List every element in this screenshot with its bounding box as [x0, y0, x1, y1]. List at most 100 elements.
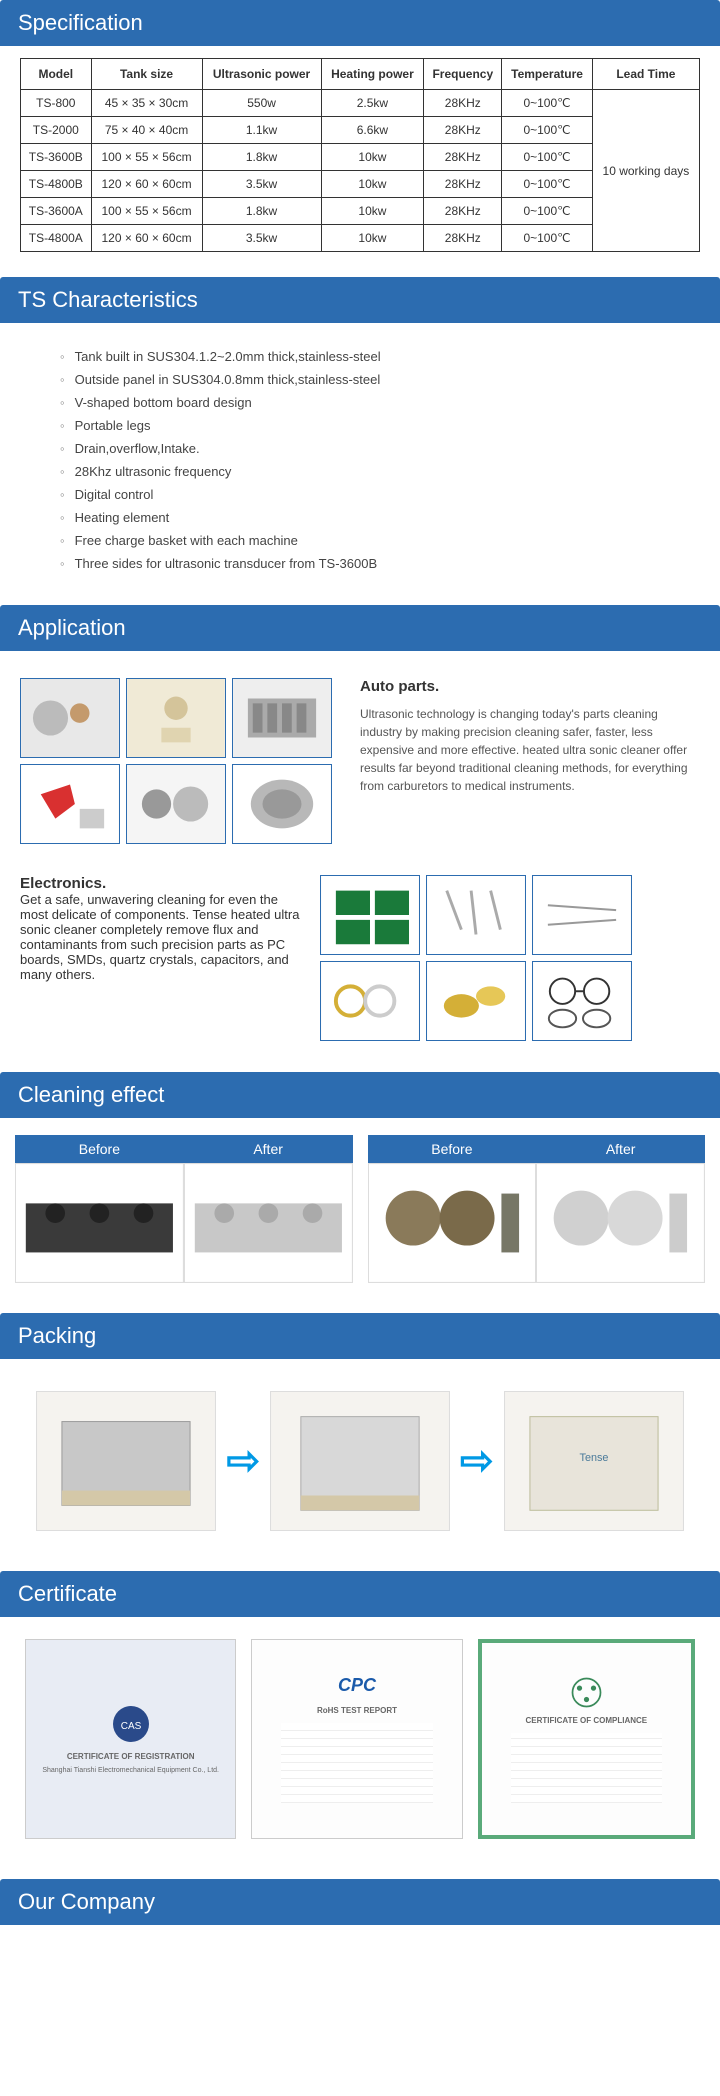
table-cell: 550w — [202, 90, 321, 117]
before-image-1 — [15, 1163, 184, 1283]
auto-image-4 — [20, 764, 120, 844]
auto-parts-images — [20, 678, 340, 850]
section-header-specification: Specification — [0, 0, 720, 46]
auto-image-2 — [126, 678, 226, 758]
certificate-row: CAS CERTIFICATE OF REGISTRATION Shanghai… — [0, 1619, 720, 1879]
compare-block-2: Before After — [368, 1135, 706, 1283]
table-row: TS-80045 × 35 × 30cm550w2.5kw28KHz0~100℃… — [21, 90, 700, 117]
table-cell: 3.5kw — [202, 225, 321, 252]
table-cell: 28KHz — [424, 144, 502, 171]
label-before-1: Before — [15, 1135, 184, 1163]
table-cell: 0~100℃ — [502, 117, 592, 144]
table-cell: 75 × 40 × 40cm — [91, 117, 202, 144]
table-cell: 0~100℃ — [502, 90, 592, 117]
table-cell: 120 × 60 × 60cm — [91, 225, 202, 252]
arrow-icon-1: ⇨ — [226, 1438, 260, 1484]
specification-table: Model Tank size Ultrasonic power Heating… — [20, 58, 700, 252]
svg-text:Tense: Tense — [579, 1452, 608, 1464]
table-cell: TS-4800A — [21, 225, 92, 252]
auto-image-6 — [232, 764, 332, 844]
label-after-2: After — [536, 1135, 705, 1163]
table-cell: 3.5kw — [202, 171, 321, 198]
col-tank-size: Tank size — [91, 59, 202, 90]
table-cell: 10kw — [321, 225, 424, 252]
table-cell: 28KHz — [424, 171, 502, 198]
arrow-icon-2: ⇨ — [460, 1438, 494, 1484]
table-cell: 45 × 35 × 30cm — [91, 90, 202, 117]
section-header-packing: Packing — [0, 1313, 720, 1359]
section-header-cleaning: Cleaning effect — [0, 1072, 720, 1118]
packing-image-1 — [36, 1391, 216, 1531]
packing-flow: ⇨ ⇨ Tense — [0, 1361, 720, 1571]
list-item: Outside panel in SUS304.0.8mm thick,stai… — [60, 368, 660, 391]
table-cell: 28KHz — [424, 198, 502, 225]
packing-image-2 — [270, 1391, 450, 1531]
list-item: Heating element — [60, 506, 660, 529]
list-item: Three sides for ultrasonic transducer fr… — [60, 552, 660, 575]
elec-image-glasses — [532, 961, 632, 1041]
elec-image-gold — [426, 961, 526, 1041]
col-heating: Heating power — [321, 59, 424, 90]
after-image-2 — [536, 1163, 705, 1283]
table-cell: 28KHz — [424, 117, 502, 144]
characteristics-list: Tank built in SUS304.1.2~2.0mm thick,sta… — [0, 325, 720, 605]
auto-image-5 — [126, 764, 226, 844]
certificate-cpc: CPC RoHS TEST REPORT — [251, 1639, 462, 1839]
table-cell: 6.6kw — [321, 117, 424, 144]
application-auto-block: Auto parts. Ultrasonic technology is cha… — [0, 653, 720, 865]
table-cell: 1.8kw — [202, 144, 321, 171]
table-header-row: Model Tank size Ultrasonic power Heating… — [21, 59, 700, 90]
col-ultrasonic: Ultrasonic power — [202, 59, 321, 90]
before-image-2 — [368, 1163, 537, 1283]
col-model: Model — [21, 59, 92, 90]
elec-image-tools — [426, 875, 526, 955]
table-cell: TS-800 — [21, 90, 92, 117]
elec-image-tweezers — [532, 875, 632, 955]
auto-image-1 — [20, 678, 120, 758]
section-header-company: Our Company — [0, 1879, 720, 1925]
compare-block-1: Before After — [15, 1135, 353, 1283]
col-frequency: Frequency — [424, 59, 502, 90]
table-cell: 28KHz — [424, 225, 502, 252]
auto-title: Auto parts. — [360, 678, 700, 695]
table-cell: 100 × 55 × 56cm — [91, 144, 202, 171]
certificate-emit: CERTIFICATE OF COMPLIANCE — [478, 1639, 695, 1839]
table-cell: 10kw — [321, 144, 424, 171]
packing-image-3: Tense — [504, 1391, 684, 1531]
elec-image-jewelry — [320, 961, 420, 1041]
electronics-images — [320, 875, 700, 1047]
list-item: 28Khz ultrasonic frequency — [60, 460, 660, 483]
cleaning-comparison: Before After Before After — [0, 1120, 720, 1313]
section-header-characteristics: TS Characteristics — [0, 277, 720, 323]
table-cell: 120 × 60 × 60cm — [91, 171, 202, 198]
section-header-application: Application — [0, 605, 720, 651]
table-cell: 2.5kw — [321, 90, 424, 117]
table-cell: 10kw — [321, 198, 424, 225]
table-cell: 0~100℃ — [502, 225, 592, 252]
auto-body: Ultrasonic technology is changing today'… — [360, 705, 700, 795]
table-cell: 1.1kw — [202, 117, 321, 144]
table-cell: 0~100℃ — [502, 171, 592, 198]
list-item: Digital control — [60, 483, 660, 506]
label-before-2: Before — [368, 1135, 537, 1163]
section-header-certificate: Certificate — [0, 1571, 720, 1617]
col-lead-time: Lead Time — [592, 59, 699, 90]
table-cell: 0~100℃ — [502, 198, 592, 225]
electronics-title: Electronics. — [20, 875, 300, 892]
lead-time-cell: 10 working days — [592, 90, 699, 252]
table-cell: 0~100℃ — [502, 144, 592, 171]
table-cell: 1.8kw — [202, 198, 321, 225]
table-cell: TS-2000 — [21, 117, 92, 144]
electronics-text: Electronics. Get a safe, unwavering clea… — [20, 875, 300, 1047]
after-image-1 — [184, 1163, 353, 1283]
electronics-body: Get a safe, unwavering cleaning for even… — [20, 892, 300, 982]
svg-text:CAS: CAS — [120, 1721, 141, 1732]
list-item: Free charge basket with each machine — [60, 529, 660, 552]
label-after-1: After — [184, 1135, 353, 1163]
list-item: Portable legs — [60, 414, 660, 437]
table-cell: TS-3600A — [21, 198, 92, 225]
list-item: V-shaped bottom board design — [60, 391, 660, 414]
list-item: Tank built in SUS304.1.2~2.0mm thick,sta… — [60, 345, 660, 368]
col-temperature: Temperature — [502, 59, 592, 90]
auto-image-3 — [232, 678, 332, 758]
